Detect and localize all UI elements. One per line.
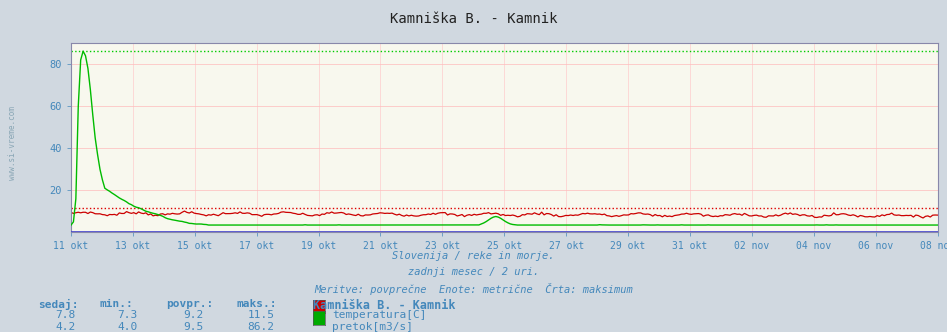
Text: temperatura[C]: temperatura[C] xyxy=(332,310,427,320)
Text: Slovenija / reke in morje.: Slovenija / reke in morje. xyxy=(392,251,555,261)
Text: Meritve: povprečne  Enote: metrične  Črta: maksimum: Meritve: povprečne Enote: metrične Črta:… xyxy=(314,283,633,295)
Text: 9.5: 9.5 xyxy=(184,322,204,332)
Text: pretok[m3/s]: pretok[m3/s] xyxy=(332,322,414,332)
Text: sedaj:: sedaj: xyxy=(38,299,79,310)
Text: 86.2: 86.2 xyxy=(247,322,275,332)
Text: 4.2: 4.2 xyxy=(56,322,76,332)
Text: min.:: min.: xyxy=(99,299,134,309)
Text: Kamniška B. - Kamnik: Kamniška B. - Kamnik xyxy=(390,12,557,26)
Text: Kamniška B. - Kamnik: Kamniška B. - Kamnik xyxy=(313,299,455,312)
Text: 9.2: 9.2 xyxy=(184,310,204,320)
Text: 4.0: 4.0 xyxy=(117,322,137,332)
Text: 11.5: 11.5 xyxy=(247,310,275,320)
Text: zadnji mesec / 2 uri.: zadnji mesec / 2 uri. xyxy=(408,267,539,277)
Text: maks.:: maks.: xyxy=(237,299,277,309)
Text: 7.8: 7.8 xyxy=(56,310,76,320)
Text: www.si-vreme.com: www.si-vreme.com xyxy=(8,106,17,180)
Text: povpr.:: povpr.: xyxy=(166,299,213,309)
Text: 7.3: 7.3 xyxy=(117,310,137,320)
